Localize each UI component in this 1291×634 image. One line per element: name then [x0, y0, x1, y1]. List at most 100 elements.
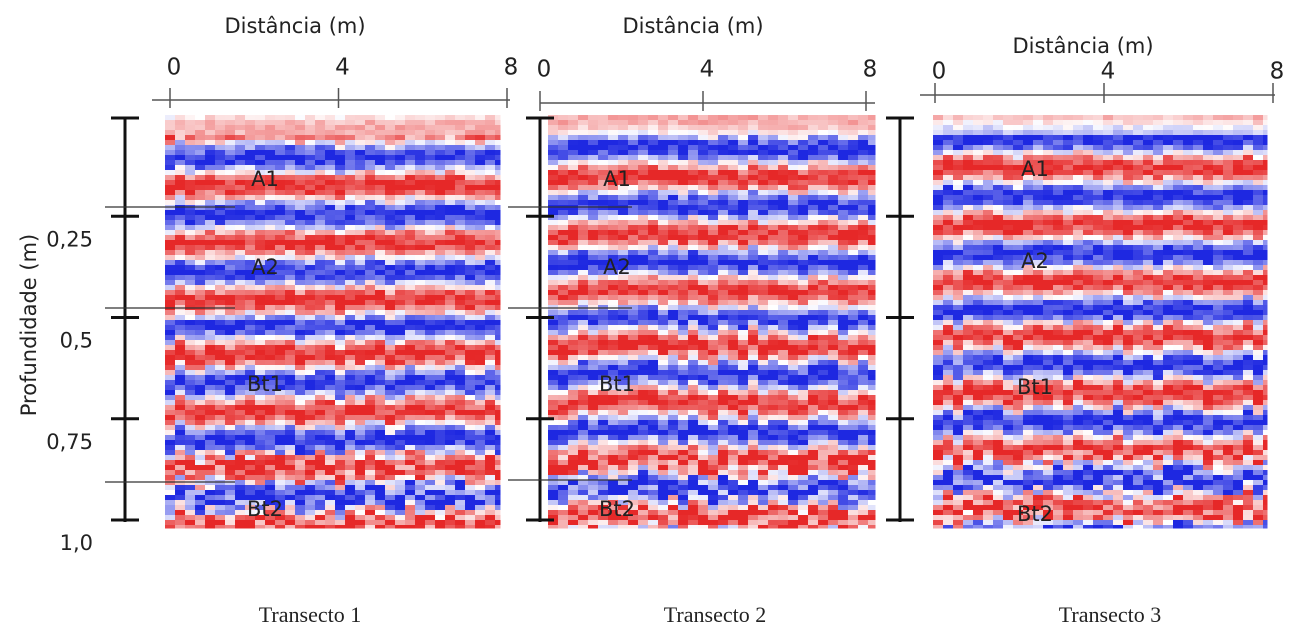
radargram-cell: [335, 345, 346, 351]
radargram-cell: [405, 505, 416, 511]
radargram-cell: [808, 270, 819, 276]
radargram-cell: [838, 205, 849, 211]
radargram-cell: [375, 300, 386, 306]
radargram-cell: [195, 520, 206, 526]
radargram-cell: [838, 240, 849, 246]
radargram-cell: [185, 435, 196, 441]
radargram-cell: [638, 380, 649, 386]
radargram-cell: [858, 415, 869, 421]
radargram-cell: [185, 500, 196, 506]
radargram-cell: [255, 280, 266, 286]
radargram-cell: [798, 250, 809, 256]
radargram-cell: [315, 440, 326, 446]
radargram-cell: [225, 135, 236, 141]
radargram-cell: [818, 130, 829, 136]
radargram-cell: [475, 470, 486, 476]
radargram-cell: [305, 330, 316, 336]
radargram-cell: [375, 145, 386, 151]
radargram-cell: [568, 320, 579, 326]
radargram-cell: [808, 330, 819, 336]
radargram-cell: [445, 490, 456, 496]
radargram-cell: [788, 165, 799, 171]
radargram-cell: [748, 430, 759, 436]
radargram-cell: [828, 235, 839, 241]
radargram-cell: [798, 375, 809, 381]
radargram-cell: [335, 375, 346, 381]
radargram-cell: [355, 425, 366, 431]
radargram-cell: [215, 180, 226, 186]
radargram-cell: [638, 170, 649, 176]
radargram-cell: [738, 320, 749, 326]
radargram-cell: [558, 245, 569, 251]
radargram-cell: [475, 220, 486, 226]
radargram-cell: [205, 135, 216, 141]
radargram-cell: [548, 200, 559, 206]
radargram-cell: [325, 305, 336, 311]
radargram-cell: [558, 115, 569, 121]
radargram-cell: [768, 225, 779, 231]
radargram-cell: [698, 150, 709, 156]
radargram-cell: [365, 270, 376, 276]
radargram-cell: [295, 380, 306, 386]
radargram-cell: [445, 465, 456, 471]
radargram-cell: [335, 485, 346, 491]
radargram-cell: [395, 225, 406, 231]
radargram-cell: [808, 410, 819, 416]
radargram-cell: [718, 175, 729, 181]
radargram-cell: [315, 140, 326, 146]
radargram-cell: [205, 390, 216, 396]
radargram-cell: [235, 285, 246, 291]
radargram-cell: [848, 125, 859, 131]
radargram-cell: [758, 245, 769, 251]
radargram-cell: [165, 150, 176, 156]
radargram-cell: [445, 390, 456, 396]
radargram-cell: [415, 380, 426, 386]
radargram-cell: [808, 325, 819, 331]
radargram-cell: [375, 420, 386, 426]
radargram-cell: [818, 345, 829, 351]
radargram-cell: [778, 175, 789, 181]
radargram-cell: [648, 220, 659, 226]
radargram-cell: [808, 180, 819, 186]
radargram-cell: [548, 155, 559, 161]
radargram-cell: [325, 385, 336, 391]
radargram-cell: [758, 260, 769, 266]
radargram-cell: [175, 210, 186, 216]
radargram-cell: [305, 315, 316, 321]
radargram-cell: [385, 230, 396, 236]
radargram-cell: [325, 150, 336, 156]
radargram-cell: [345, 400, 356, 406]
radargram-cell: [415, 145, 426, 151]
radargram-cell: [335, 120, 346, 126]
radargram-cell: [215, 505, 226, 511]
radargram-cell: [455, 500, 466, 506]
radargram-cell: [315, 200, 326, 206]
radargram-cell: [568, 395, 579, 401]
radargram-cell: [295, 175, 306, 181]
radargram-cell: [688, 375, 699, 381]
radargram-cell: [375, 200, 386, 206]
radargram-cell: [445, 120, 456, 126]
radargram-cell: [748, 165, 759, 171]
radargram-cell: [315, 290, 326, 296]
radargram-cell: [455, 280, 466, 286]
radargram-cell: [495, 435, 501, 441]
radargram-cell: [365, 180, 376, 186]
radargram-cell: [808, 415, 819, 421]
radargram-cell: [385, 180, 396, 186]
radargram-cell: [375, 260, 386, 266]
radargram-cell: [285, 410, 296, 416]
radargram-cell: [355, 420, 366, 426]
radargram-cell: [355, 310, 366, 316]
radargram-cell: [828, 280, 839, 286]
radargram-cell: [275, 340, 286, 346]
radargram-cell: [235, 340, 246, 346]
radargram-cell: [698, 140, 709, 146]
radargram-cell: [728, 400, 739, 406]
radargram-cell: [608, 340, 619, 346]
radargram-cell: [678, 115, 689, 121]
radargram-cell: [868, 260, 876, 266]
radargram-cell: [315, 295, 326, 301]
radargram-cell: [335, 240, 346, 246]
radargram-cell: [215, 470, 226, 476]
